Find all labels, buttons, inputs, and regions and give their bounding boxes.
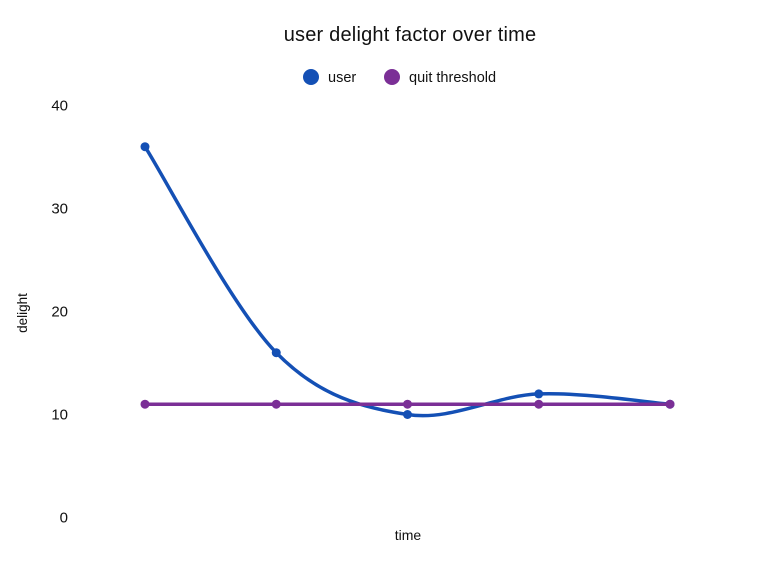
data-point-quit-threshold-1[interactable] <box>271 399 281 409</box>
legend-item-quit-threshold[interactable]: quit threshold <box>384 69 496 86</box>
legend-label-user: user <box>328 70 356 86</box>
legend-swatch-quit-threshold-icon <box>384 69 400 85</box>
series-line-user <box>143 144 672 418</box>
data-point-quit-threshold-0[interactable] <box>140 399 150 409</box>
y-tick-label: 20 <box>51 304 68 321</box>
legend-swatch-user-icon <box>303 69 319 85</box>
series-group <box>140 142 675 419</box>
y-axis-ticks: 0 10 20 30 40 <box>51 98 68 527</box>
legend: user quit threshold <box>303 69 496 86</box>
y-tick-label: 30 <box>51 201 68 218</box>
y-tick-label: 40 <box>51 98 68 115</box>
data-point-user-2[interactable] <box>403 410 412 419</box>
data-point-quit-threshold-2[interactable] <box>403 399 412 409</box>
y-tick-label: 10 <box>51 407 68 424</box>
data-point-user-3[interactable] <box>534 389 544 399</box>
data-point-user-1[interactable] <box>271 348 281 358</box>
chart-title: user delight factor over time <box>284 24 537 46</box>
legend-item-user[interactable]: user <box>303 69 356 86</box>
y-axis-label: delight <box>15 293 30 333</box>
data-point-quit-threshold-3[interactable] <box>534 399 544 409</box>
legend-label-quit-threshold: quit threshold <box>409 70 496 86</box>
data-point-quit-threshold-4[interactable] <box>665 399 675 409</box>
data-point-user-0[interactable] <box>140 142 150 152</box>
y-tick-label: 0 <box>60 510 68 527</box>
x-axis-label: time <box>395 527 422 543</box>
